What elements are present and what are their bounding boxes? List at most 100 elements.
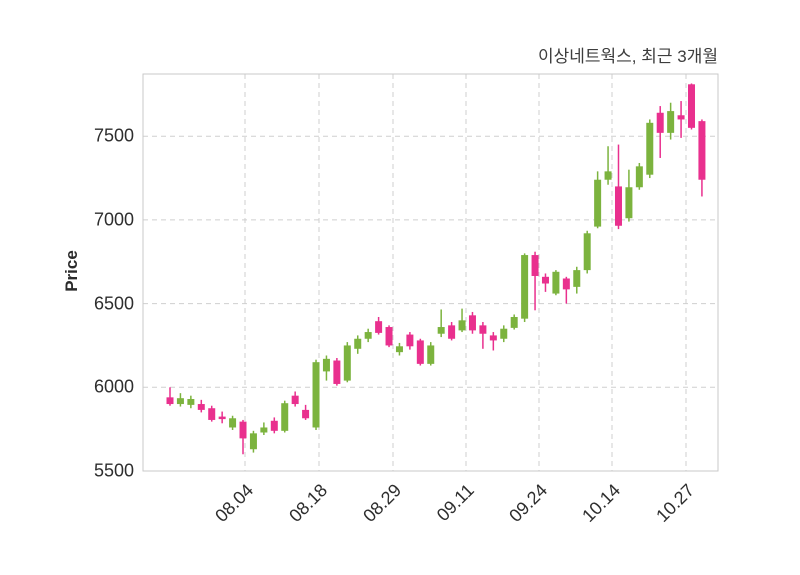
y-tick-label: 5500 bbox=[93, 460, 134, 481]
candle bbox=[573, 266, 581, 294]
candle-body bbox=[176, 398, 184, 405]
candle bbox=[646, 119, 654, 179]
candle bbox=[333, 358, 341, 386]
candle bbox=[437, 309, 445, 338]
candle bbox=[260, 422, 268, 436]
candle-body bbox=[583, 233, 591, 271]
candle-body bbox=[489, 335, 497, 341]
candle-body bbox=[552, 271, 560, 294]
candle bbox=[500, 325, 508, 343]
candle-body bbox=[354, 338, 362, 349]
candle-body bbox=[625, 187, 633, 219]
candle bbox=[375, 316, 383, 335]
candle bbox=[614, 144, 622, 230]
candle bbox=[698, 119, 706, 197]
candle-body bbox=[427, 345, 435, 364]
candle-body bbox=[208, 408, 216, 420]
candle-body bbox=[656, 112, 664, 133]
candle-body bbox=[479, 325, 487, 334]
candle bbox=[448, 322, 456, 341]
candle-wick bbox=[440, 309, 442, 338]
candle-wick bbox=[565, 276, 568, 304]
candle-body bbox=[458, 320, 466, 331]
candle-body bbox=[468, 315, 476, 331]
candle bbox=[625, 169, 633, 222]
candle-body bbox=[187, 399, 195, 405]
candle-body bbox=[312, 362, 320, 428]
candle bbox=[270, 417, 278, 434]
y-tick-label: 6000 bbox=[93, 376, 134, 397]
candle-wick bbox=[482, 322, 484, 349]
candle bbox=[688, 83, 695, 130]
candle-wick bbox=[607, 146, 609, 185]
candle bbox=[677, 101, 685, 138]
candle-body bbox=[573, 270, 581, 287]
candle bbox=[239, 419, 247, 455]
y-tick-label: 7500 bbox=[93, 125, 134, 146]
candle bbox=[594, 171, 602, 229]
candle-body bbox=[646, 122, 654, 175]
candle bbox=[521, 253, 529, 323]
candle-body bbox=[448, 325, 456, 339]
candle-body bbox=[197, 404, 205, 410]
candle-body bbox=[406, 334, 414, 347]
candle-body bbox=[635, 166, 643, 188]
candle-body bbox=[437, 327, 445, 334]
candle-body bbox=[698, 121, 706, 180]
candle bbox=[249, 430, 257, 453]
candle-body bbox=[521, 255, 529, 319]
candle-body bbox=[218, 416, 226, 420]
candle bbox=[667, 102, 675, 140]
candle-body bbox=[510, 316, 518, 328]
candle bbox=[479, 322, 487, 349]
candle bbox=[416, 338, 424, 366]
candle bbox=[541, 273, 549, 292]
candle-body bbox=[614, 186, 622, 226]
candle bbox=[343, 342, 351, 383]
candle-body bbox=[604, 171, 612, 180]
candle bbox=[427, 342, 435, 366]
candle bbox=[322, 355, 330, 381]
candle bbox=[395, 342, 403, 356]
candle-body bbox=[531, 255, 539, 276]
candle bbox=[218, 411, 226, 424]
candle bbox=[562, 276, 570, 304]
candle-body bbox=[667, 111, 675, 133]
candle bbox=[604, 146, 612, 185]
candle-body bbox=[239, 421, 247, 439]
candle bbox=[197, 399, 205, 413]
candle-body bbox=[291, 395, 299, 405]
y-tick-label: 6500 bbox=[93, 293, 134, 314]
plot-border bbox=[142, 73, 719, 472]
candle-body bbox=[416, 340, 424, 364]
candle bbox=[354, 335, 362, 354]
candle-wick bbox=[169, 387, 171, 406]
candle-body bbox=[249, 433, 257, 450]
candle-body bbox=[343, 345, 351, 381]
candle bbox=[656, 106, 664, 158]
candle-body bbox=[541, 276, 549, 284]
candle-body bbox=[229, 418, 237, 428]
candle-body bbox=[302, 409, 310, 419]
candle bbox=[489, 332, 497, 351]
candle-body bbox=[385, 327, 393, 346]
candle-body bbox=[688, 84, 695, 128]
candle bbox=[635, 162, 643, 190]
y-tick-label: 7000 bbox=[93, 209, 134, 230]
candle-body bbox=[322, 358, 330, 372]
candle bbox=[531, 251, 539, 311]
candle-body bbox=[166, 397, 174, 405]
candle bbox=[552, 270, 560, 296]
candle bbox=[458, 308, 466, 333]
candle-body bbox=[395, 346, 403, 353]
candle-body bbox=[375, 321, 383, 333]
candle-body bbox=[270, 420, 278, 431]
candle bbox=[208, 405, 216, 422]
candle-wick bbox=[492, 332, 495, 351]
candle bbox=[312, 359, 320, 430]
candle bbox=[583, 230, 591, 274]
candle bbox=[302, 404, 310, 420]
candle bbox=[468, 311, 476, 334]
